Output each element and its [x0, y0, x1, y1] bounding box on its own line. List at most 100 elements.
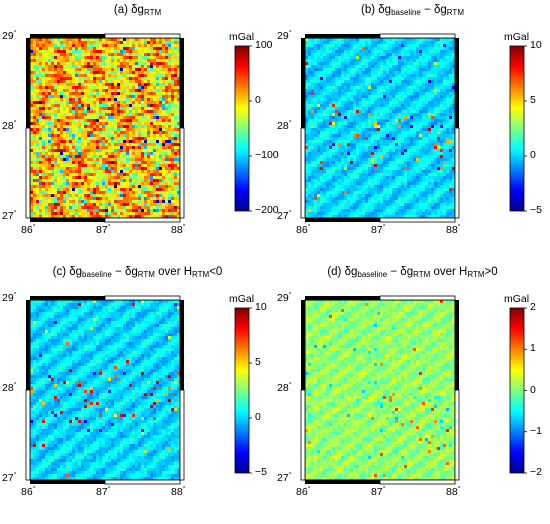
longitude-value: 86	[21, 224, 33, 236]
longitude-label: 88°	[171, 486, 186, 498]
longitude-value: 87	[371, 224, 383, 236]
latitude-value: 27	[2, 210, 14, 222]
latitude-value: 29	[2, 292, 14, 304]
longitude-label: 87°	[371, 486, 386, 498]
longitude-label: 87°	[96, 486, 111, 498]
longitude-value: 87	[371, 486, 383, 498]
longitude-value: 87	[96, 224, 108, 236]
latitude-label: 29°	[277, 30, 292, 42]
longitude-label: 86°	[296, 486, 311, 498]
colorbar-tick-label: 5	[255, 356, 261, 368]
colorbar-tick-label: −5	[530, 204, 542, 216]
latitude-label: 29°	[2, 292, 17, 304]
latitude-label: 29°	[277, 292, 292, 304]
latitude-value: 27	[2, 472, 14, 484]
latitude-label: 27°	[277, 472, 292, 484]
latitude-value: 27	[277, 472, 289, 484]
degree-symbol: °	[289, 472, 292, 479]
degree-symbol: °	[33, 224, 36, 231]
colorbar-unit: mGal	[229, 31, 254, 43]
longitude-label: 88°	[446, 486, 461, 498]
latitude-value: 28	[277, 120, 289, 132]
colorbar-tick-label: −2	[530, 466, 542, 478]
colorbar-unit: mGal	[504, 31, 529, 43]
degree-symbol: °	[183, 224, 186, 231]
longitude-label: 88°	[171, 224, 186, 236]
degree-symbol: °	[14, 292, 17, 299]
colorbar-tick-label: −5	[255, 466, 267, 478]
degree-symbol: °	[14, 210, 17, 217]
degree-symbol: °	[14, 30, 17, 37]
longitude-value: 88	[446, 486, 458, 498]
longitude-label: 87°	[96, 224, 111, 236]
degree-symbol: °	[14, 120, 17, 127]
anomaly-field	[305, 300, 455, 480]
colorbar-tick-label: 0	[255, 411, 261, 423]
longitude-value: 88	[446, 224, 458, 236]
degree-symbol: °	[289, 292, 292, 299]
degree-symbol: °	[289, 30, 292, 37]
degree-symbol: °	[289, 210, 292, 217]
latitude-label: 29°	[2, 30, 17, 42]
latitude-label: 27°	[277, 210, 292, 222]
degree-symbol: °	[14, 472, 17, 479]
colorbar-tick-label: −1	[530, 425, 542, 437]
colorbar	[510, 308, 524, 473]
longitude-label: 87°	[371, 224, 386, 236]
colorbar	[510, 46, 524, 211]
latitude-value: 28	[277, 382, 289, 394]
latitude-label: 28°	[277, 120, 292, 132]
colorbar-tick-label: 0	[255, 94, 261, 106]
longitude-value: 88	[171, 224, 183, 236]
degree-symbol: °	[108, 486, 111, 493]
latitude-label: 28°	[2, 382, 17, 394]
colorbar-unit: mGal	[229, 293, 254, 305]
colorbar-tick-label: 10	[530, 39, 542, 51]
longitude-value: 87	[96, 486, 108, 498]
colorbar-tick-label: 0	[530, 149, 536, 161]
colorbar	[235, 308, 249, 473]
degree-symbol: °	[108, 224, 111, 231]
colorbar-tick-label: 1	[530, 342, 536, 354]
latitude-value: 28	[2, 120, 14, 132]
latitude-label: 27°	[2, 472, 17, 484]
colorbar-tick-label: 100	[255, 39, 273, 51]
latitude-label: 28°	[277, 382, 292, 394]
latitude-value: 27	[277, 210, 289, 222]
degree-symbol: °	[14, 382, 17, 389]
longitude-label: 86°	[21, 486, 36, 498]
longitude-value: 86	[296, 486, 308, 498]
colorbar	[235, 46, 249, 211]
latitude-value: 29	[277, 292, 289, 304]
degree-symbol: °	[33, 486, 36, 493]
longitude-value: 86	[296, 224, 308, 236]
degree-symbol: °	[383, 486, 386, 493]
colorbar-tick-label: 10	[255, 301, 267, 313]
colorbar-tick-label: 0	[530, 384, 536, 396]
degree-symbol: °	[308, 486, 311, 493]
degree-symbol: °	[289, 120, 292, 127]
longitude-value: 88	[171, 486, 183, 498]
degree-symbol: °	[458, 224, 461, 231]
anomaly-field	[305, 38, 455, 218]
latitude-value: 29	[277, 30, 289, 42]
degree-symbol: °	[183, 486, 186, 493]
latitude-label: 28°	[2, 120, 17, 132]
longitude-label: 88°	[446, 224, 461, 236]
latitude-value: 29	[2, 30, 14, 42]
colorbar-tick-label: 2	[530, 301, 536, 313]
colorbar-unit: mGal	[504, 293, 529, 305]
colorbar-tick-label: 5	[530, 94, 536, 106]
degree-symbol: °	[383, 224, 386, 231]
anomaly-field	[30, 300, 180, 480]
latitude-value: 28	[2, 382, 14, 394]
longitude-label: 86°	[296, 224, 311, 236]
longitude-label: 86°	[21, 224, 36, 236]
degree-symbol: °	[289, 382, 292, 389]
latitude-label: 27°	[2, 210, 17, 222]
anomaly-field	[30, 38, 180, 218]
